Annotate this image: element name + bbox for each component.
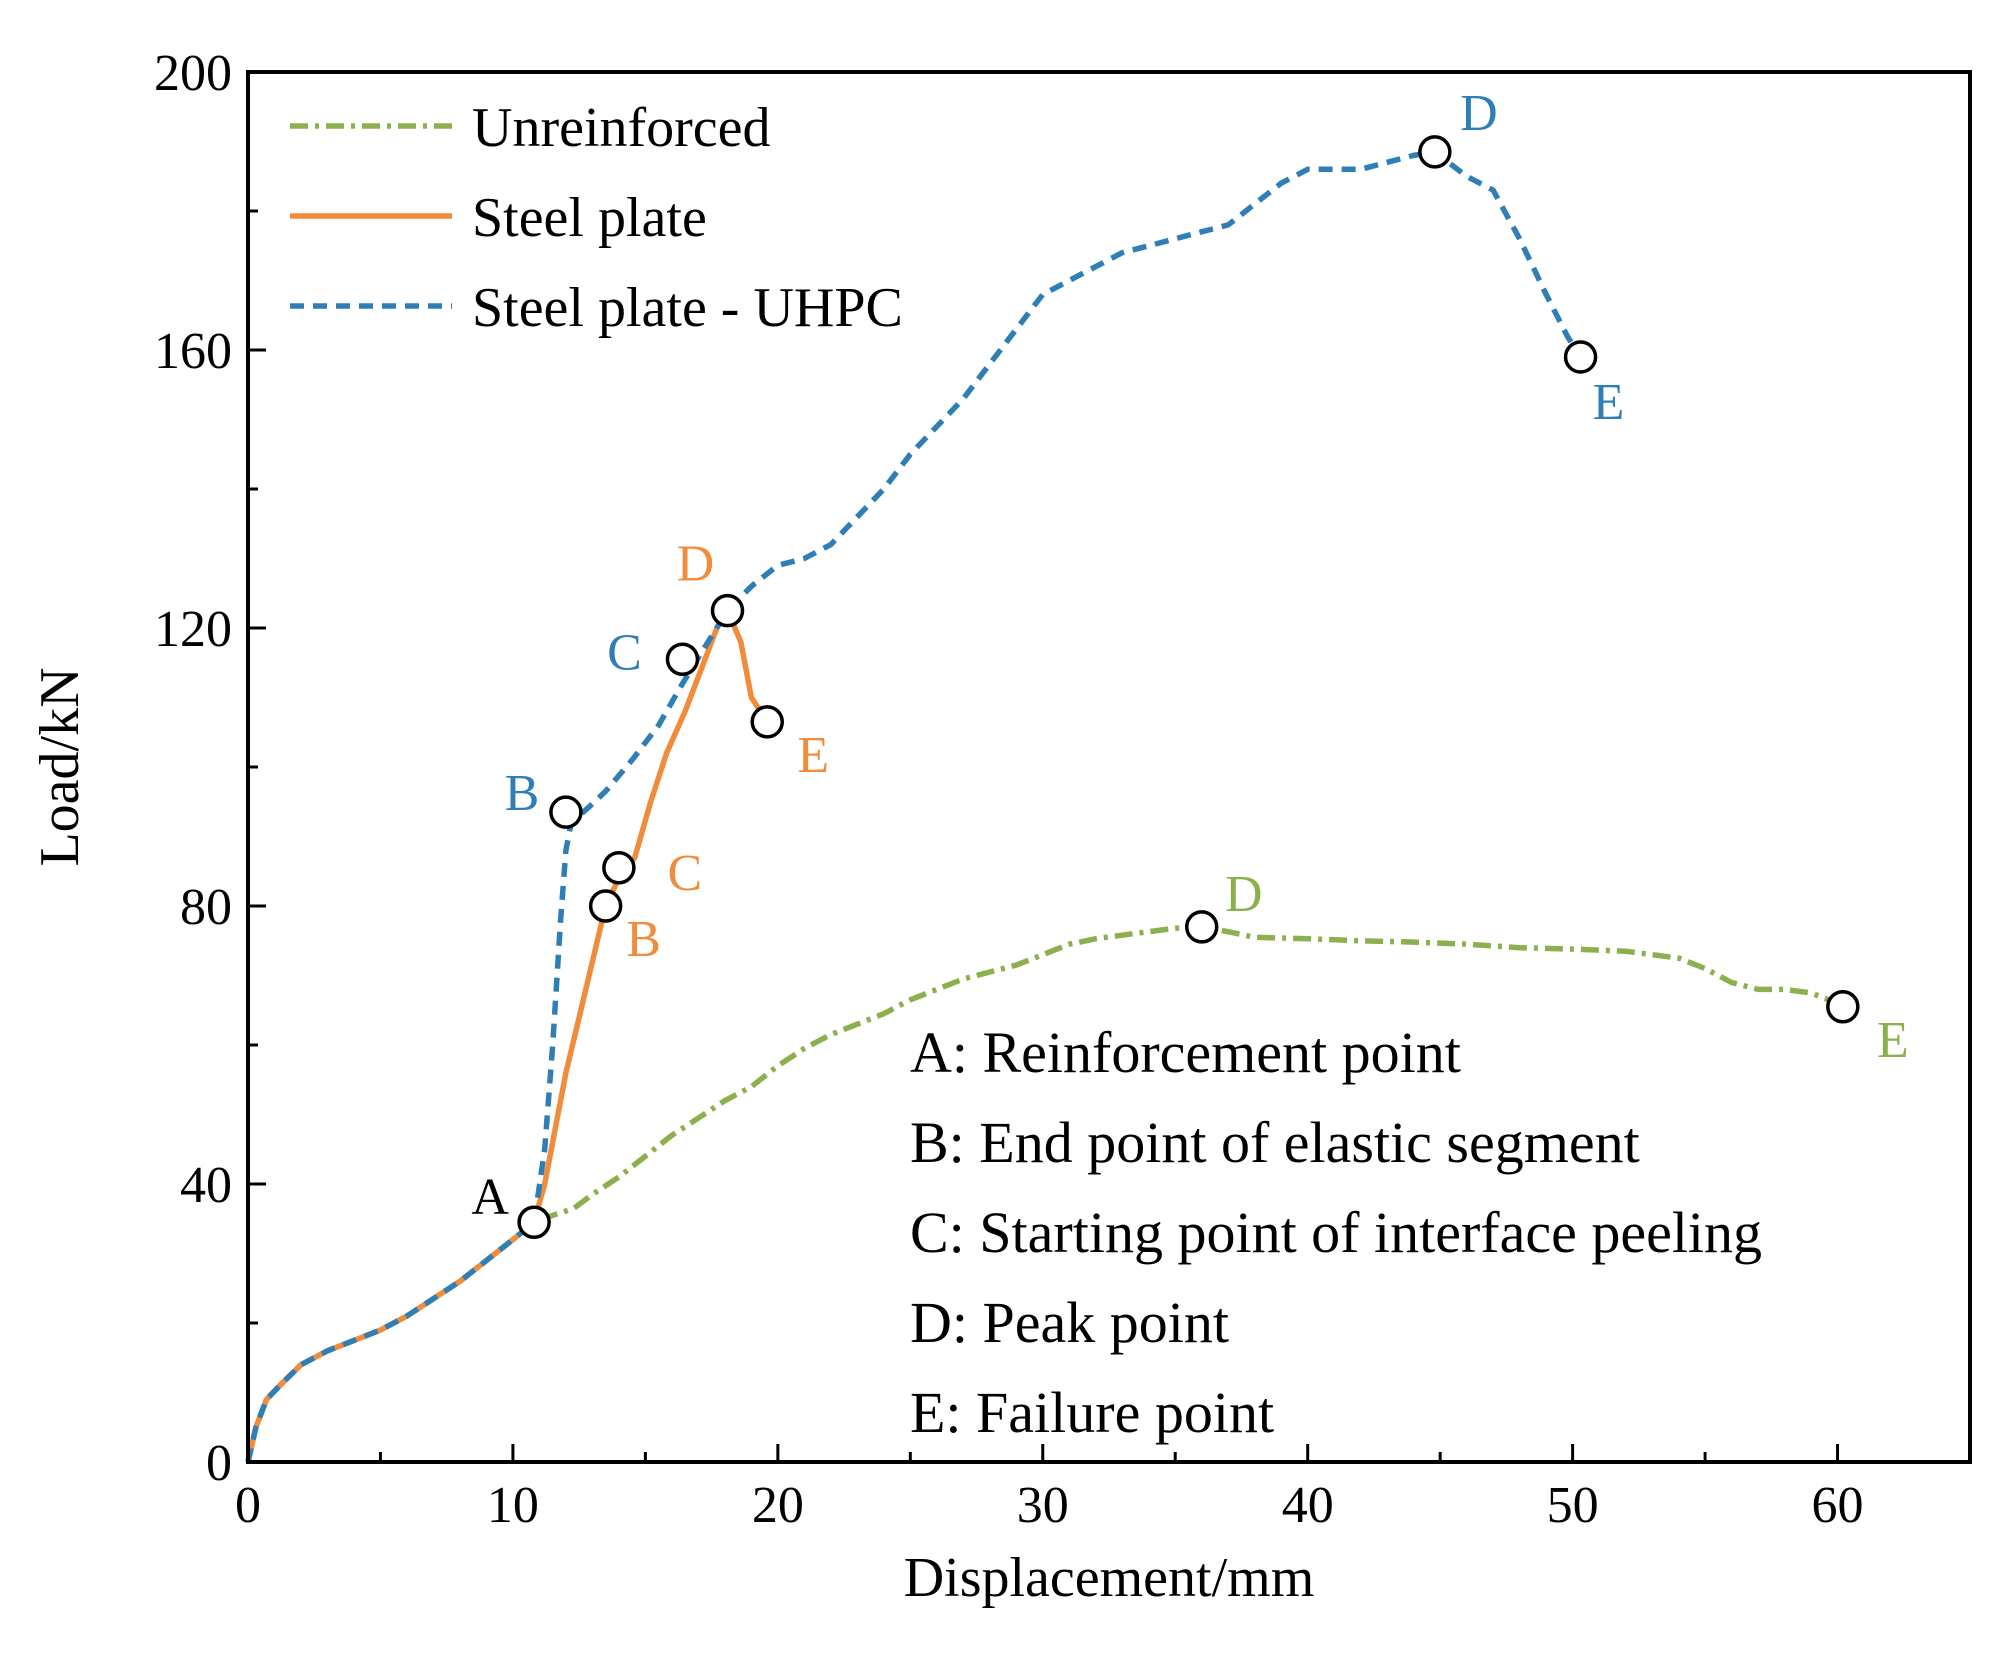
- axes-layer: 0 10 20 30 40 50 60 0 40 80 120 160 200 Displacement/…: [29, 45, 1972, 1609]
- point-marker-D: [1418, 135, 1452, 169]
- point-marker-B: [549, 795, 583, 829]
- y-tick-label: 120: [154, 601, 232, 658]
- x-tick-label: 50: [1547, 1477, 1599, 1534]
- legend-label-0: Unreinforced: [472, 97, 771, 159]
- definition-2: C: Starting point of interface peeling: [910, 1200, 1762, 1265]
- point-label-C: C: [607, 624, 642, 681]
- legend-label-2: Steel plate - UHPC: [472, 277, 903, 339]
- point-marker-E: [1563, 340, 1598, 374]
- definition-4: E: Failure point: [910, 1380, 1274, 1445]
- x-tick-label: 0: [235, 1477, 261, 1534]
- point-marker-E: [750, 705, 784, 739]
- y-axis-title: Load/kN: [29, 667, 91, 866]
- series-layer: [245, 149, 1845, 1463]
- point-marker-D: [710, 593, 745, 628]
- point-definitions: A: Reinforcement point B: End point of el…: [910, 1020, 1762, 1445]
- x-tick-label: 30: [1017, 1477, 1069, 1534]
- point-marker-C: [602, 851, 636, 885]
- point-label-D: D: [677, 536, 715, 593]
- point-label-E: E: [1593, 374, 1625, 431]
- point-marker-C: [665, 642, 700, 677]
- point-label-B: B: [626, 911, 661, 968]
- point-label-E: E: [797, 727, 829, 784]
- y-tick-label: 200: [154, 45, 232, 102]
- y-tick-label: 40: [180, 1157, 232, 1214]
- point-marker-E: [1826, 990, 1860, 1024]
- definition-3: D: Peak point: [910, 1290, 1229, 1355]
- definition-0: A: Reinforcement point: [910, 1020, 1461, 1085]
- point-marker-B: [588, 889, 623, 923]
- point-label-B: B: [505, 765, 540, 822]
- point-label-E: E: [1877, 1012, 1909, 1069]
- definition-1: B: End point of elastic segment: [910, 1110, 1640, 1175]
- point-marker-D: [1184, 910, 1219, 944]
- point-marker-A: [517, 1205, 551, 1239]
- series-line-0: [245, 924, 1845, 1463]
- point-label-D: D: [1460, 85, 1498, 142]
- y-tick-label: 160: [154, 323, 232, 380]
- x-tick-label: 10: [487, 1477, 539, 1534]
- legend: Unreinforced Steel plate Steel plate - UHP…: [290, 97, 903, 339]
- x-tick-label: 40: [1282, 1477, 1334, 1534]
- y-tick-label: 0: [206, 1435, 232, 1492]
- series-line-2: [245, 149, 1583, 1463]
- x-axis-title: Displacement/mm: [904, 1547, 1315, 1609]
- y-tick-label: 80: [180, 879, 232, 936]
- series-line-1: [245, 607, 770, 1463]
- point-label-A: A: [471, 1169, 509, 1226]
- point-label-C: C: [668, 845, 703, 902]
- x-tick-label: 20: [752, 1477, 804, 1534]
- legend-label-1: Steel plate: [472, 187, 707, 249]
- x-tick-label: 60: [1812, 1477, 1864, 1534]
- point-label-D: D: [1225, 866, 1263, 923]
